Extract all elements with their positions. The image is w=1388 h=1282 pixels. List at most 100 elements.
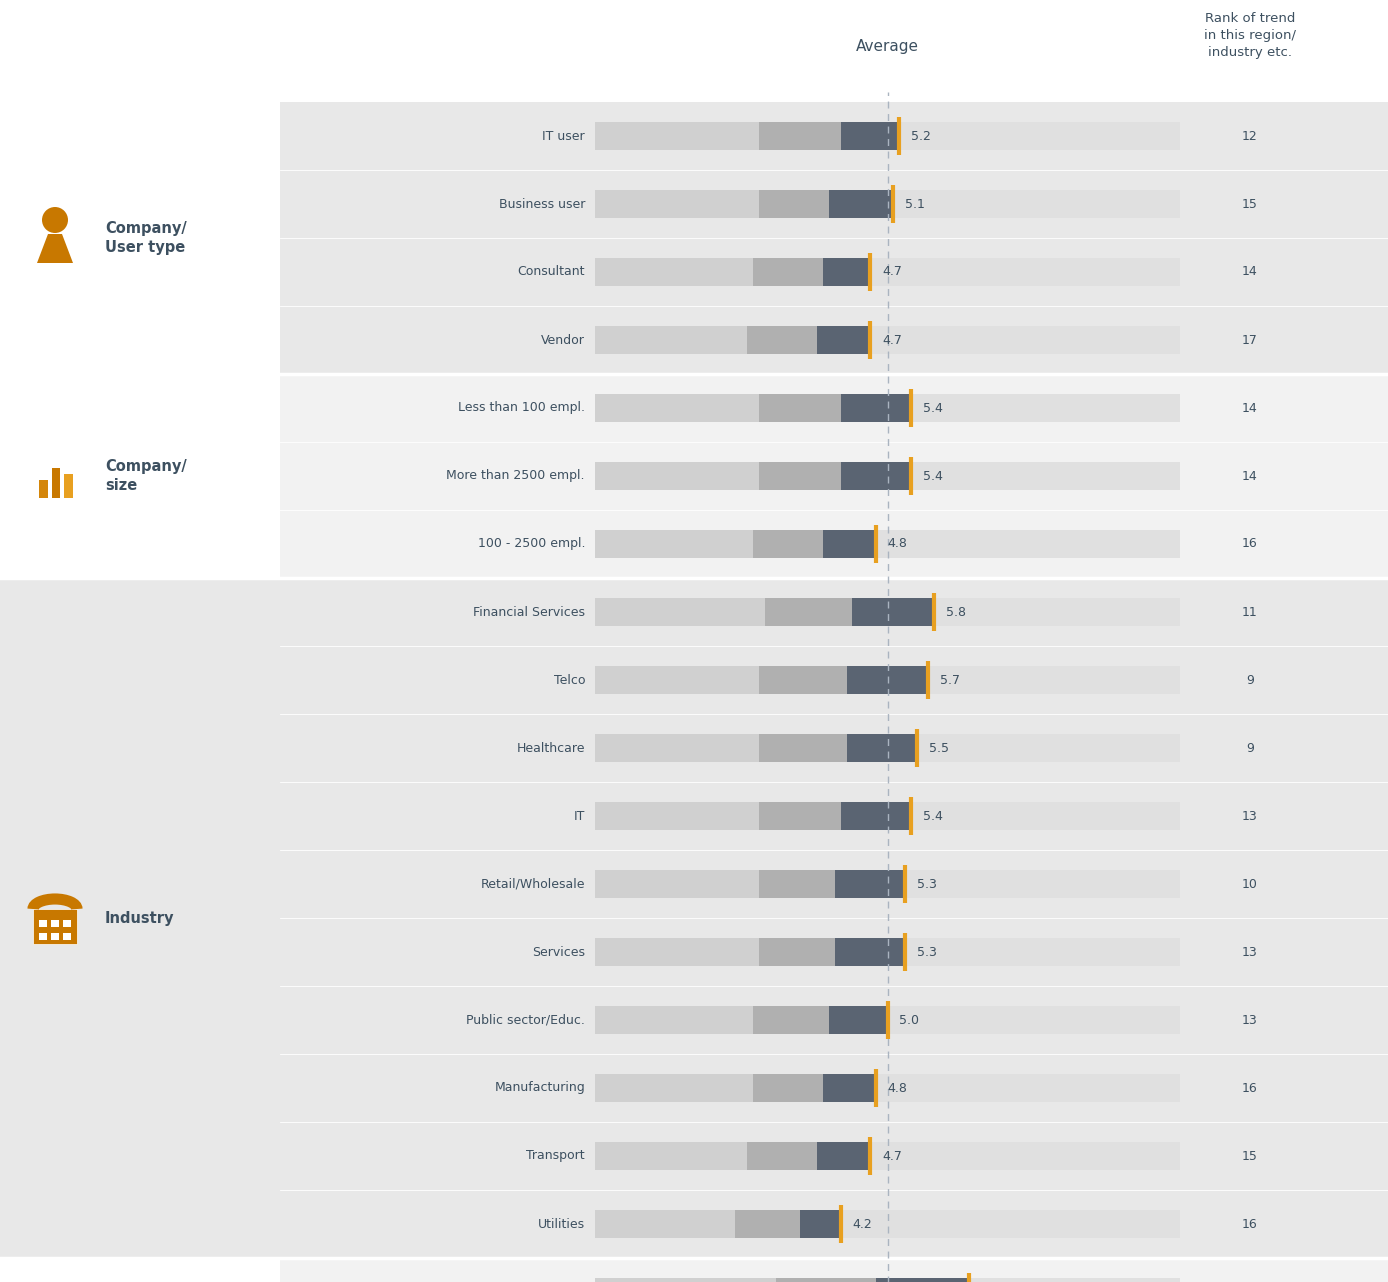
Bar bbox=[847, 667, 929, 694]
Bar bbox=[759, 667, 847, 694]
Bar bbox=[852, 597, 934, 626]
Text: Company/
User type: Company/ User type bbox=[105, 222, 187, 255]
Text: 4.8: 4.8 bbox=[888, 537, 908, 550]
Text: Consultant: Consultant bbox=[518, 265, 584, 278]
Bar bbox=[595, 1074, 752, 1103]
Bar bbox=[595, 803, 1180, 829]
Bar bbox=[876, 1278, 969, 1282]
Bar bbox=[280, 374, 1388, 578]
Text: Company/
size: Company/ size bbox=[105, 459, 187, 492]
Bar bbox=[39, 479, 47, 497]
Text: 5.0: 5.0 bbox=[899, 1014, 919, 1027]
Text: Retail/Wholesale: Retail/Wholesale bbox=[480, 877, 584, 891]
Text: IT user: IT user bbox=[543, 129, 584, 142]
Text: 14: 14 bbox=[1242, 265, 1258, 278]
Text: 4.8: 4.8 bbox=[888, 1082, 908, 1095]
Text: 14: 14 bbox=[1242, 401, 1258, 414]
Text: 5.5: 5.5 bbox=[929, 741, 949, 755]
Text: 16: 16 bbox=[1242, 1218, 1258, 1231]
Bar bbox=[39, 933, 47, 940]
Bar bbox=[818, 1142, 870, 1170]
Text: Services: Services bbox=[532, 946, 584, 959]
Bar bbox=[62, 933, 71, 940]
Bar bbox=[595, 735, 759, 762]
Bar bbox=[51, 933, 60, 940]
Bar bbox=[752, 1006, 829, 1035]
Text: Transport: Transport bbox=[526, 1150, 584, 1163]
Bar bbox=[595, 190, 759, 218]
Text: 5.2: 5.2 bbox=[911, 129, 931, 142]
Bar bbox=[841, 394, 911, 422]
Text: Healthcare: Healthcare bbox=[516, 741, 584, 755]
Text: Manufacturing: Manufacturing bbox=[494, 1082, 584, 1095]
Bar bbox=[823, 529, 876, 558]
Bar bbox=[595, 803, 759, 829]
Text: 5.7: 5.7 bbox=[941, 673, 960, 686]
Text: 9: 9 bbox=[1246, 741, 1253, 755]
Bar bbox=[841, 462, 911, 490]
Text: 4.7: 4.7 bbox=[881, 265, 902, 278]
Bar bbox=[595, 870, 759, 897]
Text: 5.4: 5.4 bbox=[923, 401, 942, 414]
Bar bbox=[595, 1074, 1180, 1103]
Text: 14: 14 bbox=[1242, 469, 1258, 482]
Bar bbox=[595, 394, 1180, 422]
Bar bbox=[280, 103, 1388, 374]
Text: 11: 11 bbox=[1242, 605, 1258, 618]
Bar bbox=[51, 920, 60, 927]
Bar bbox=[595, 667, 759, 694]
Bar bbox=[0, 103, 280, 374]
Bar bbox=[799, 1210, 841, 1238]
Bar bbox=[759, 190, 829, 218]
Bar bbox=[841, 803, 911, 829]
Text: 4.7: 4.7 bbox=[881, 1150, 902, 1163]
Text: 4.7: 4.7 bbox=[881, 333, 902, 346]
Bar bbox=[595, 1006, 752, 1035]
Bar bbox=[64, 474, 72, 497]
Bar bbox=[595, 667, 1180, 694]
Text: Average: Average bbox=[856, 40, 919, 55]
Text: Financial Services: Financial Services bbox=[473, 605, 584, 618]
Bar bbox=[759, 122, 841, 150]
Bar bbox=[595, 597, 765, 626]
Text: More than 2500 empl.: More than 2500 empl. bbox=[447, 469, 584, 482]
Text: 12: 12 bbox=[1242, 129, 1258, 142]
Bar bbox=[759, 803, 841, 829]
Bar bbox=[595, 529, 1180, 558]
Text: 100 - 2500 empl.: 100 - 2500 empl. bbox=[477, 537, 584, 550]
Text: 5.8: 5.8 bbox=[947, 605, 966, 618]
Text: 9: 9 bbox=[1246, 673, 1253, 686]
Text: 13: 13 bbox=[1242, 946, 1258, 959]
Bar bbox=[62, 920, 71, 927]
Bar bbox=[595, 462, 1180, 490]
Bar bbox=[595, 870, 1180, 897]
Text: 10: 10 bbox=[1242, 877, 1258, 891]
Bar bbox=[747, 326, 818, 354]
Text: Rank of trend
in this region/
industry etc.: Rank of trend in this region/ industry e… bbox=[1203, 12, 1296, 59]
Bar bbox=[0, 374, 280, 578]
Bar bbox=[759, 735, 847, 762]
Circle shape bbox=[42, 206, 68, 233]
Text: Telco: Telco bbox=[554, 673, 584, 686]
Bar bbox=[747, 1142, 818, 1170]
Text: Business user: Business user bbox=[498, 197, 584, 210]
Text: 15: 15 bbox=[1242, 1150, 1258, 1163]
Text: IT: IT bbox=[573, 809, 584, 823]
Bar bbox=[39, 920, 47, 927]
Text: Less than 100 empl.: Less than 100 empl. bbox=[458, 401, 584, 414]
Bar bbox=[595, 1006, 1180, 1035]
Bar bbox=[595, 1210, 736, 1238]
Bar bbox=[847, 735, 916, 762]
Bar bbox=[595, 326, 747, 354]
Bar bbox=[841, 122, 899, 150]
Bar bbox=[595, 735, 1180, 762]
Bar bbox=[752, 529, 823, 558]
Bar bbox=[829, 190, 894, 218]
Bar bbox=[752, 1074, 823, 1103]
Text: 5.3: 5.3 bbox=[917, 877, 937, 891]
Bar bbox=[595, 1210, 1180, 1238]
Bar bbox=[595, 1142, 747, 1170]
Text: 13: 13 bbox=[1242, 1014, 1258, 1027]
Text: 13: 13 bbox=[1242, 809, 1258, 823]
Bar bbox=[834, 938, 905, 967]
